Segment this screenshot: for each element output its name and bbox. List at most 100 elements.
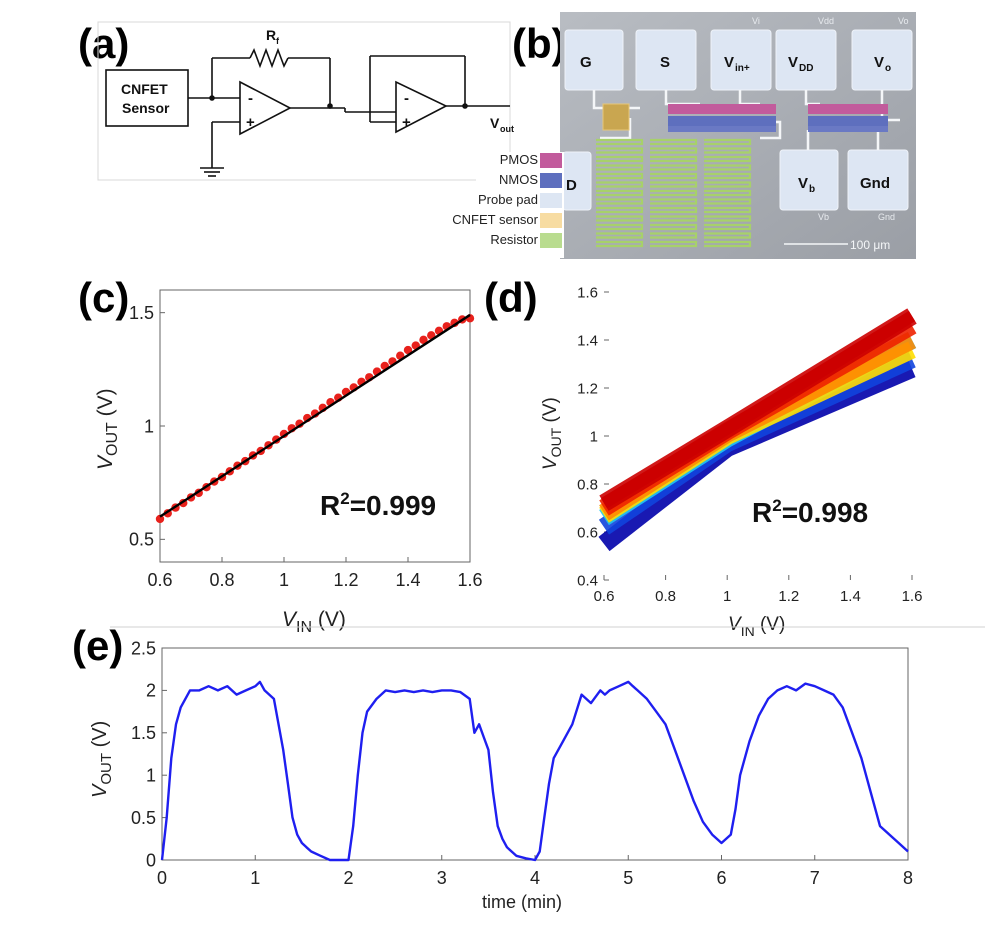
data-point: [155, 514, 165, 524]
plot-e-ticks: 0 1 2 3 4 5 6 7 8 0 0.5 1 1.5 2 2.5: [131, 638, 913, 888]
x-tick-label: 0.8: [209, 570, 234, 590]
panel-d: (d) 0.6 0.8 1 1.2 1.4 1.60.40.60.811.21.41.6 …: [484, 274, 922, 639]
y-tick-label: 1: [590, 428, 598, 445]
resistor-segment: [650, 164, 698, 171]
plot-d-r2: R2=0.998: [752, 496, 868, 528]
rf-sub: f: [276, 36, 280, 46]
resistor-segment: [650, 189, 698, 197]
sensor-label-2: Sensor: [122, 100, 170, 116]
resistor-segment: [704, 215, 752, 222]
pad-vin-sub: in+: [735, 63, 750, 74]
y-tick-label: 2.5: [131, 638, 156, 658]
opamp1-minus: -: [248, 90, 253, 107]
x-tick-label: 1.2: [333, 570, 358, 590]
plot-e-marks: [160, 680, 909, 862]
x-tick-label: 0.6: [147, 570, 172, 590]
pad-vin: [710, 29, 772, 91]
y-tick-label: 0.8: [577, 476, 598, 493]
resistor-segment: [704, 138, 752, 146]
legend-swatch: [540, 173, 562, 188]
transistor-array: [668, 104, 888, 132]
x-tick-label: 7: [810, 868, 820, 888]
panel-b: (b): [452, 12, 916, 259]
pad-vb-label: V: [798, 175, 808, 192]
resistor-segment: [704, 189, 752, 197]
resistor-segment: [596, 155, 644, 163]
series-line: [160, 680, 909, 862]
svg-text:Vo: Vo: [898, 16, 909, 26]
resistor-segment: [596, 240, 644, 248]
pad-gnd-label: Gnd: [860, 175, 890, 192]
y-tick-label: 1.4: [577, 332, 598, 349]
panel-d-label: (d): [484, 274, 538, 321]
plot-c-ylabel: VOUT (V): [94, 388, 121, 470]
y-tick-label: 1.5: [131, 723, 156, 743]
legend-label: NMOS: [499, 172, 538, 187]
y-tick-label: 0.6: [577, 524, 598, 541]
x-tick-label: 5: [623, 868, 633, 888]
chip-legend: PMOS NMOS Probe pad CNFET sensor Resistor: [452, 152, 564, 258]
pad-vb: [779, 149, 839, 211]
resistor-segment: [704, 223, 752, 231]
plot-e-ylabel: VOUT (V): [89, 721, 115, 798]
resistor-segment: [596, 172, 644, 180]
x-tick-label: 8: [903, 868, 913, 888]
x-tick-label: 1.2: [778, 588, 799, 605]
plot-d-ticks: 0.6 0.8 1 1.2 1.4 1.60.40.60.811.21.41.6: [577, 284, 922, 605]
x-tick-label: 0.8: [655, 588, 676, 605]
plot-e-xlabel: time (min): [482, 892, 562, 912]
sensor-label-1: CNFET: [121, 81, 168, 97]
y-tick-label: 1.5: [129, 303, 154, 323]
resistor-segment: [596, 223, 644, 231]
panel-e: (e) 0 1 2 3 4 5 6 7 8 0 0.5 1 1.5 2 2.5 VOUT (V) time …: [72, 622, 913, 912]
pad-vo-sub: o: [885, 63, 891, 74]
plot-e-axes: [161, 647, 909, 861]
resistor-segment: [596, 164, 644, 171]
scale-bar-label: 100 μm: [850, 238, 890, 252]
x-tick-label: 2: [343, 868, 353, 888]
fit-line: [159, 313, 471, 518]
plot-c-xlabel: VIN (V): [282, 608, 346, 636]
x-tick-label: 1.4: [840, 588, 861, 605]
pad-vin-label: V: [724, 54, 734, 71]
resistor-meander: [596, 138, 752, 248]
legend-label: PMOS: [500, 152, 539, 167]
resistor-segment: [704, 155, 752, 163]
resistor-segment: [650, 240, 698, 248]
circuit-wiring: [97, 21, 511, 181]
resistor-segment: [704, 232, 752, 239]
pad-vdd: [775, 29, 837, 91]
y-tick-label: 2: [146, 681, 156, 701]
x-tick-label: 1.4: [395, 570, 420, 590]
x-tick-label: 1: [279, 570, 289, 590]
plot-c-r2: R2=0.999: [320, 489, 436, 521]
x-tick-label: 1.6: [457, 570, 482, 590]
y-tick-label: 0.5: [129, 530, 154, 550]
x-tick-label: 3: [437, 868, 447, 888]
vout-sub: out: [500, 124, 514, 134]
cnfet-sensor-box: [105, 69, 189, 127]
vout-label: V: [490, 115, 500, 131]
resistor-segment: [650, 206, 698, 214]
resistor-segment: [704, 240, 752, 248]
data-point: [419, 335, 428, 345]
opamp1-plus: +: [246, 114, 255, 131]
pad-vdd-label: V: [788, 54, 798, 71]
resistor-segment: [704, 164, 752, 171]
plot-c-ticks: 0.6 0.8 1 1.2 1.4 1.6 0.5 1 1.5: [129, 303, 483, 590]
resistor-segment: [704, 198, 752, 205]
svg-text:Vdd: Vdd: [818, 16, 834, 26]
resistor-segment: [650, 223, 698, 231]
plot-d-ylabel: VOUT (V): [540, 397, 564, 470]
svg-text:Gnd: Gnd: [878, 212, 895, 222]
resistor-segment: [596, 232, 644, 239]
resistor-segment: [704, 181, 752, 188]
legend-swatch: [540, 213, 562, 228]
resistor-segment: [596, 147, 644, 154]
resistor-segment: [704, 172, 752, 180]
panel-c: (c) 0.6 0.8 1 1.2 1.4 1.6 0.5 1 1.5 R2=0.999 VOU…: [78, 274, 483, 636]
resistor-segment: [596, 138, 644, 146]
resistor-segment: [704, 206, 752, 214]
opamp-1: [239, 80, 292, 136]
